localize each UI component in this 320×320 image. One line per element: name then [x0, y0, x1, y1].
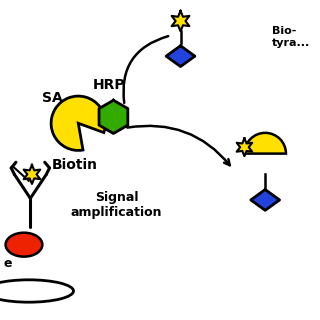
Polygon shape [99, 100, 128, 133]
Polygon shape [251, 189, 280, 210]
Polygon shape [166, 46, 195, 67]
Text: Biotin: Biotin [52, 158, 98, 172]
Polygon shape [172, 11, 189, 31]
Ellipse shape [0, 280, 74, 302]
Text: e: e [4, 257, 12, 270]
Wedge shape [244, 133, 286, 154]
Text: Signal
amplification: Signal amplification [71, 191, 162, 219]
Polygon shape [24, 165, 40, 184]
Text: HRP: HRP [92, 78, 125, 92]
Text: Bio-
tyra...: Bio- tyra... [272, 26, 310, 48]
Wedge shape [51, 96, 105, 150]
Text: SA: SA [42, 91, 63, 105]
Polygon shape [237, 138, 252, 156]
Ellipse shape [5, 233, 42, 257]
